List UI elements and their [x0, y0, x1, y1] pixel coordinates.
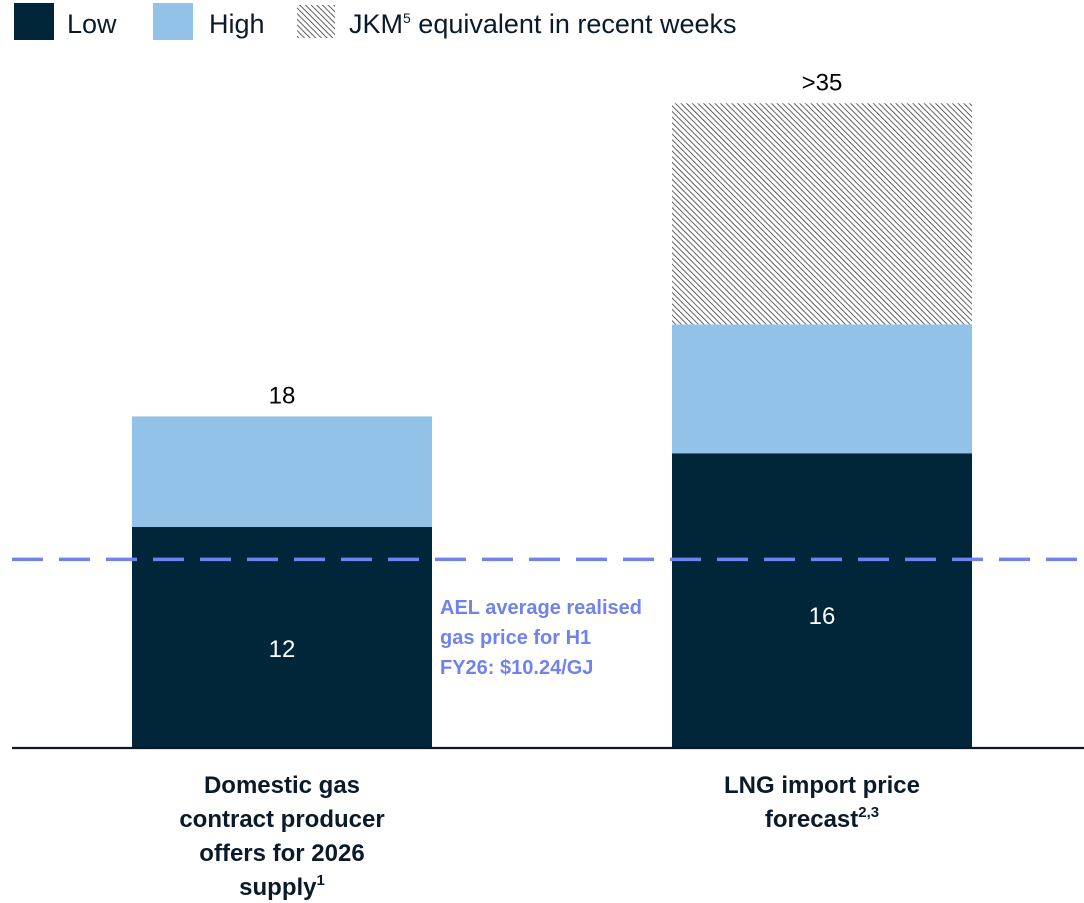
bar-high-1	[132, 416, 432, 527]
legend-label-jkm-sup: 5	[403, 10, 411, 26]
category-label-2: LNG import price forecast2,3	[724, 772, 920, 833]
legend-label-low: Low	[67, 9, 117, 39]
value-label-top-1: 18	[269, 382, 296, 409]
legend: Low High JKM5 equivalent in recent weeks	[14, 3, 736, 40]
reference-label-line: FY26: $10.24/GJ	[440, 657, 593, 679]
bars	[132, 103, 972, 748]
bar-jkm-2	[672, 103, 972, 325]
legend-label-high: High	[209, 9, 265, 39]
value-label-low-1: 12	[269, 636, 296, 663]
category-label-1: Domestic gas contract producer offers for …	[179, 772, 384, 901]
bar-low-2	[672, 453, 972, 748]
value-label-top-2: >35	[802, 69, 843, 96]
legend-swatch-high	[153, 3, 193, 40]
legend-swatch-jkm	[297, 5, 335, 38]
category-labels: Domestic gas contract producer offers for …	[179, 772, 920, 901]
reference-label-line: gas price for H1	[440, 627, 591, 649]
value-label-low-2: 16	[809, 603, 836, 630]
legend-label-jkm-prefix: JKM	[349, 9, 403, 39]
legend-label-jkm-suffix: equivalent in recent weeks	[411, 9, 737, 39]
reference-label-line: AEL average realised	[440, 597, 642, 619]
bar-high-2	[672, 324, 972, 454]
bar-low-1	[132, 526, 432, 748]
value-labels: 12 18 16 >35	[269, 69, 843, 663]
reference-line-label: AEL average realised gas price for H1 FY26…	[440, 597, 642, 679]
legend-label-jkm: JKM5 equivalent in recent weeks	[349, 9, 736, 39]
legend-swatch-low	[14, 3, 54, 40]
